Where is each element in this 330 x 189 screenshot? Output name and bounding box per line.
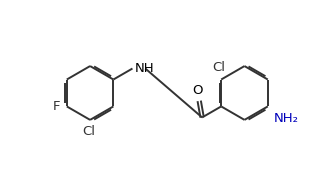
Text: F: F (52, 100, 60, 113)
Text: NH₂: NH₂ (273, 112, 298, 125)
Text: O: O (192, 84, 203, 97)
Text: Cl: Cl (212, 61, 225, 74)
Text: Cl: Cl (82, 125, 95, 138)
Text: NH: NH (135, 62, 154, 75)
